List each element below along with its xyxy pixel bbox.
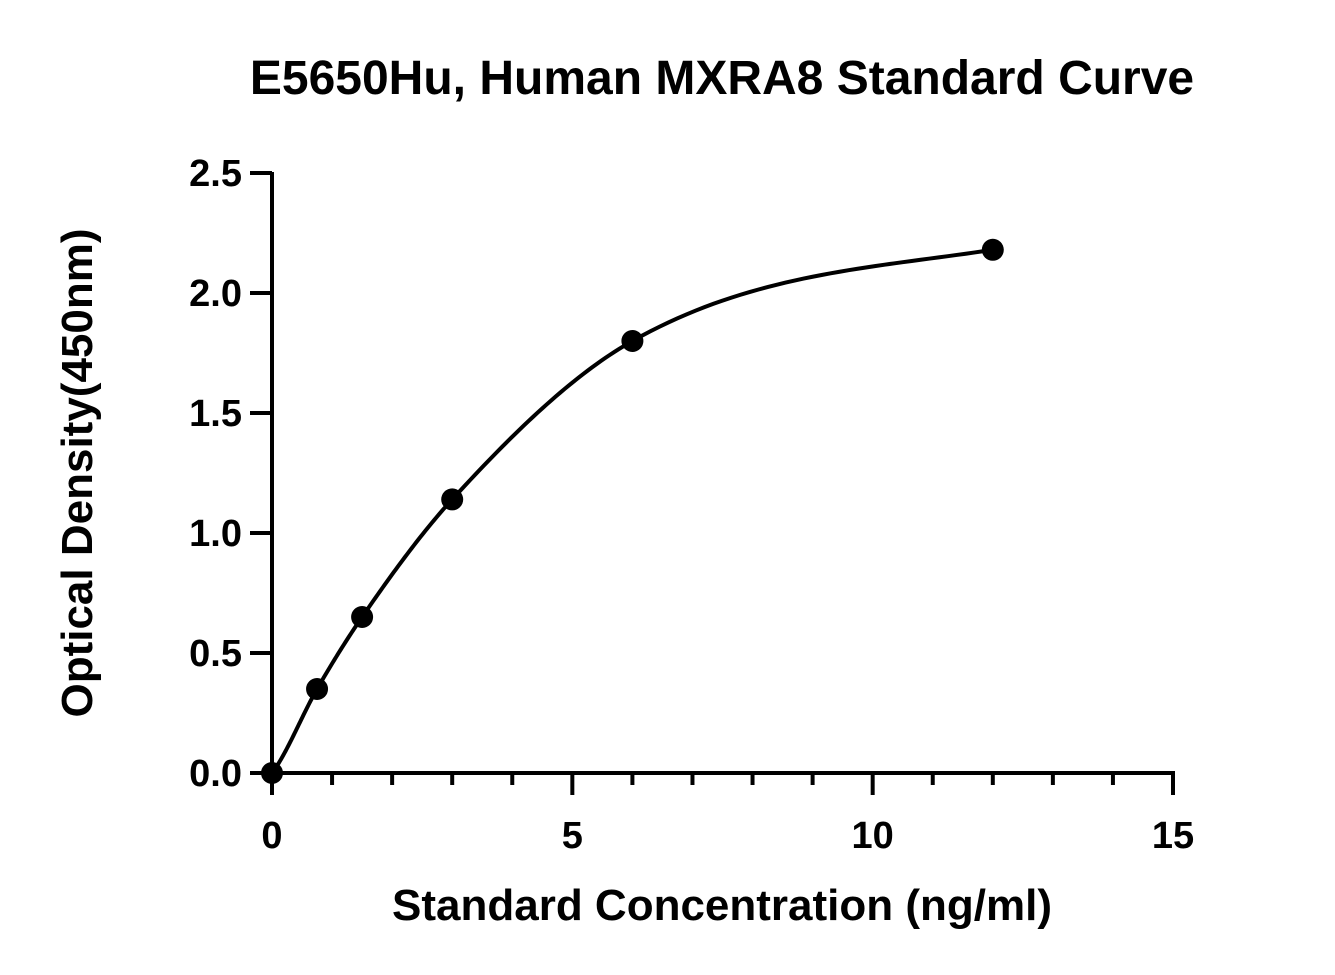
y-tick-label: 2.5 xyxy=(189,153,242,195)
fit-curve xyxy=(270,247,994,775)
x-tick-label: 15 xyxy=(1152,815,1194,857)
data-points xyxy=(261,238,1004,784)
axes xyxy=(270,172,1175,775)
x-tick-label: 0 xyxy=(261,815,282,857)
data-point xyxy=(441,488,464,511)
y-axis-label: Optical Density(450nm) xyxy=(53,228,102,717)
data-point xyxy=(261,762,283,784)
data-point xyxy=(981,238,1004,261)
y-tick-label: 0.0 xyxy=(189,753,242,795)
chart-title: E5650Hu, Human MXRA8 Standard Curve xyxy=(250,52,1194,105)
data-point xyxy=(351,606,374,628)
y-tick-label: 0.5 xyxy=(189,633,242,675)
fit-curve-layer xyxy=(270,247,994,775)
ticks: 0.0 0.5 1.0 1.5 2.0 2.5 0 5 10 15 xyxy=(189,153,1194,857)
x-tick-label: 10 xyxy=(852,815,894,857)
x-tick-label: 5 xyxy=(562,815,583,857)
y-tick-label: 1.0 xyxy=(189,513,242,555)
data-point xyxy=(306,678,329,700)
x-axis-label: Standard Concentration (ng/ml) xyxy=(392,881,1052,930)
data-point xyxy=(621,330,644,352)
y-tick-label: 2.0 xyxy=(189,273,242,315)
y-tick-label: 1.5 xyxy=(189,393,242,435)
